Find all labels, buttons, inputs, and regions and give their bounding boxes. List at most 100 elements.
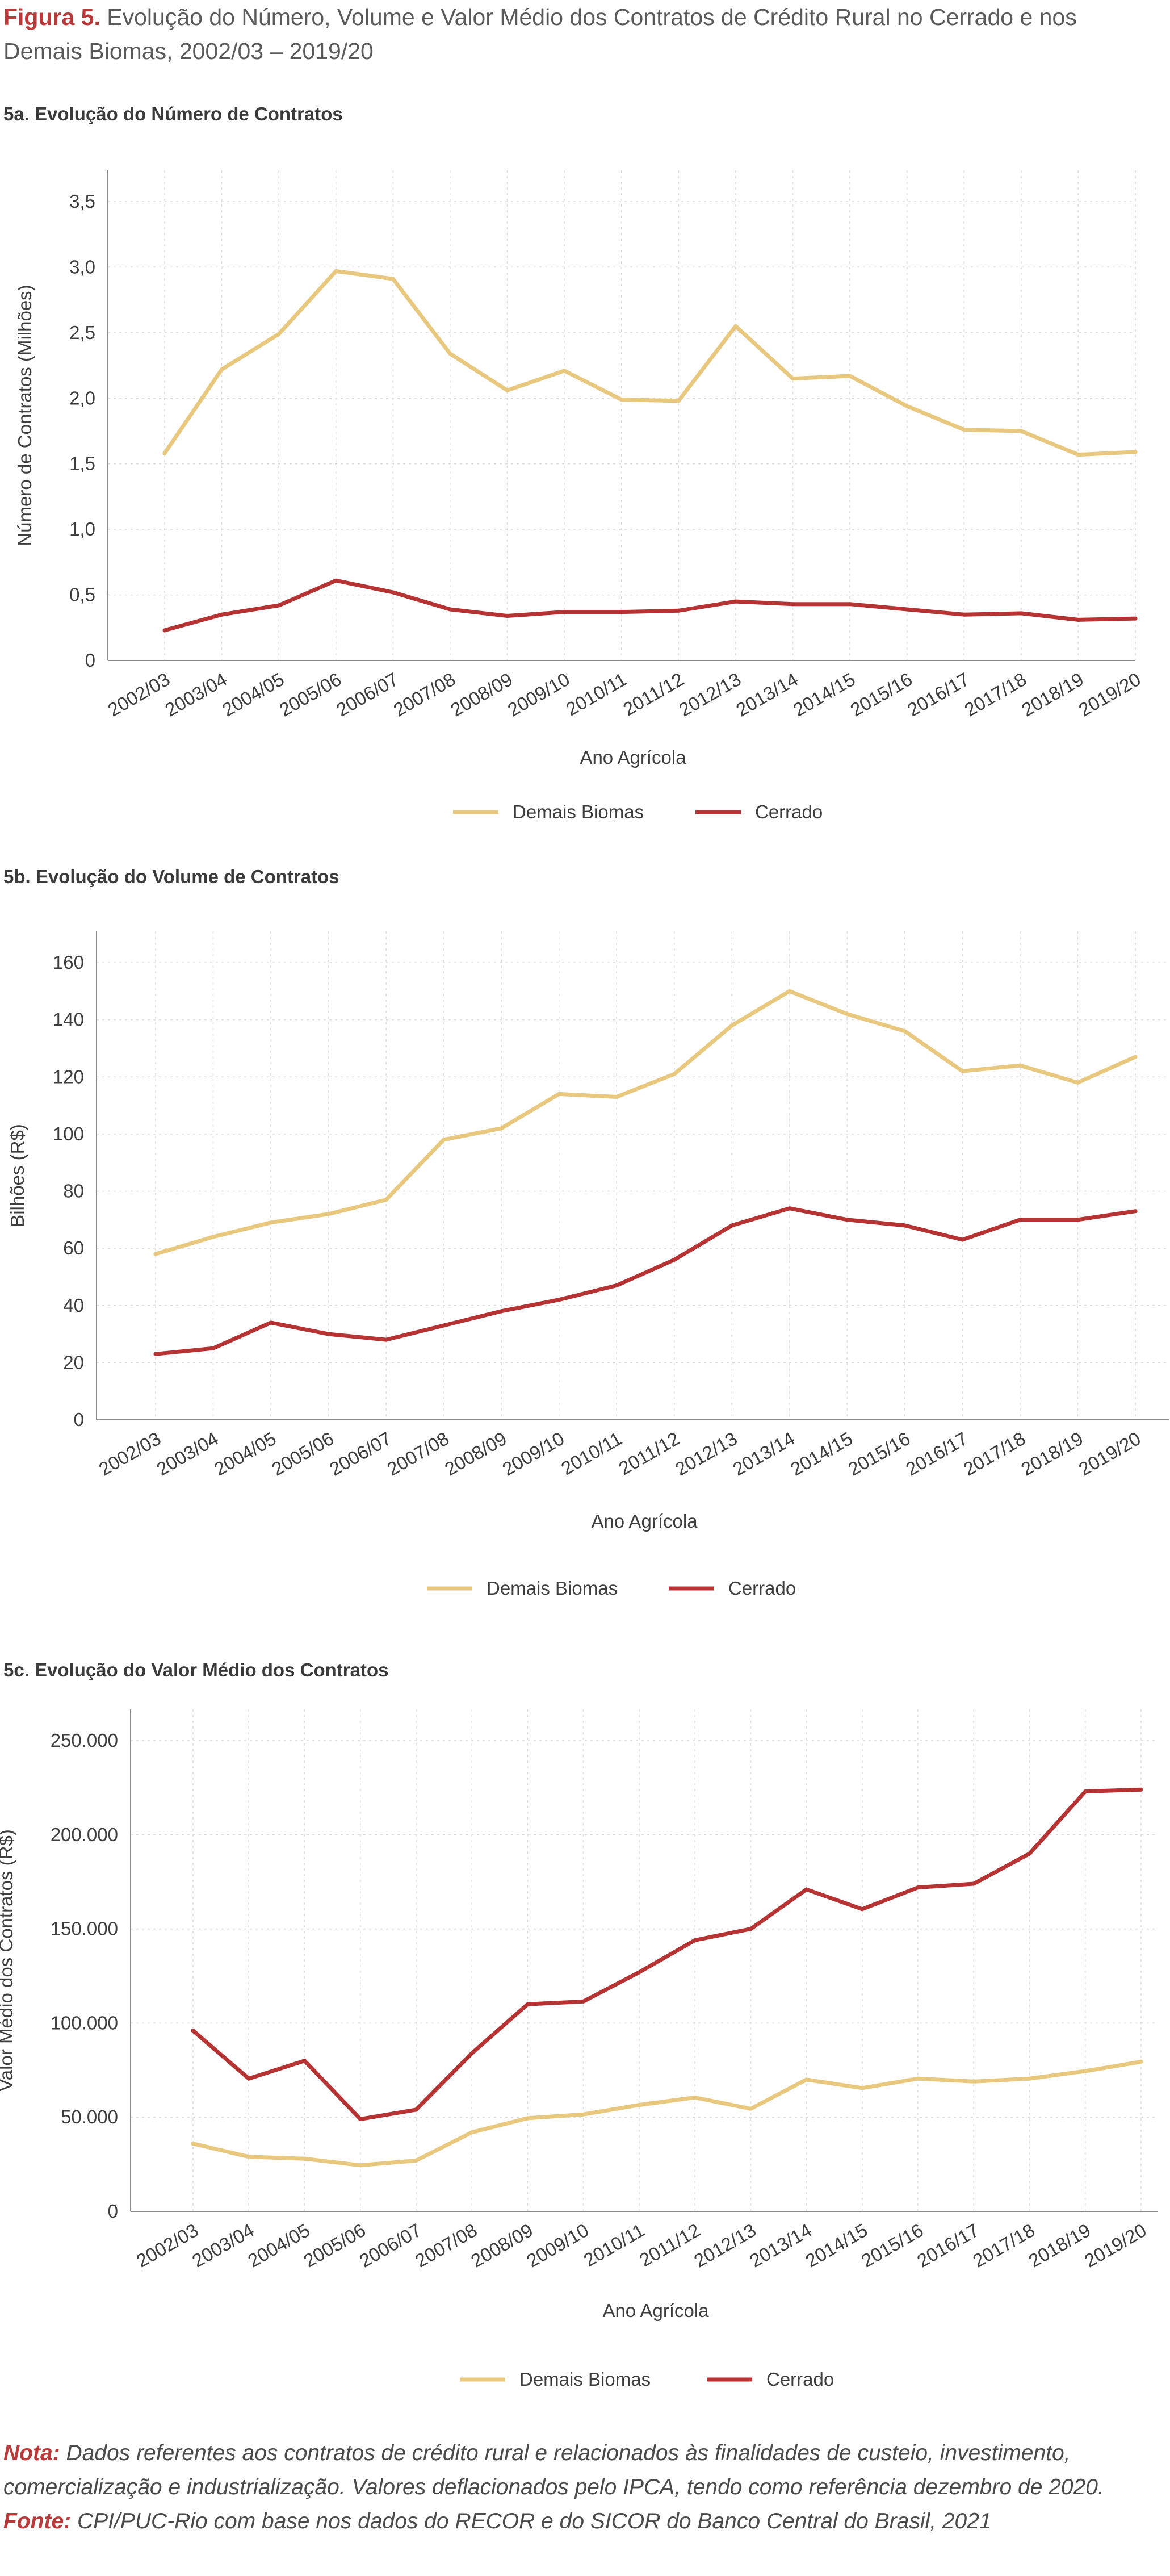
data-point-cerrado (1133, 1209, 1138, 1214)
data-point-demais-biomas (637, 2103, 641, 2107)
data-point-demais-biomas (499, 1126, 504, 1131)
data-point-demais-biomas (804, 2077, 809, 2082)
data-point-cerrado (562, 610, 567, 614)
data-point-demais-biomas (557, 1092, 561, 1096)
legend-label-cerrado: Cerrado (755, 801, 823, 822)
series-line-cerrado (153, 1206, 1138, 1356)
data-point-demais-biomas (1018, 1063, 1022, 1068)
data-point-cerrado (499, 1309, 504, 1314)
x-tick-label: 2019/20 (1081, 2219, 1150, 2272)
data-point-cerrado (804, 1887, 809, 1892)
y-tick-label: 160 (53, 952, 84, 973)
data-point-cerrado (326, 1332, 331, 1336)
data-point-cerrado (469, 2051, 474, 2055)
data-point-cerrado (442, 1323, 446, 1328)
legend-label-demais-biomas: Demais Biomas (487, 1578, 618, 1599)
data-point-demais-biomas (960, 1069, 964, 1073)
data-point-demais-biomas (391, 277, 395, 281)
figure-title-text: Evolução do Número, Volume e Valor Médio… (3, 4, 1077, 64)
data-point-cerrado (557, 1298, 561, 1302)
x-tick-label: 2017/18 (969, 2219, 1038, 2272)
legend-label-cerrado: Cerrado (766, 2369, 834, 2390)
data-point-demais-biomas (581, 2112, 586, 2117)
y-axis-label: Número de Contratos (Milhões) (14, 285, 35, 546)
data-point-cerrado (358, 2117, 363, 2122)
data-point-demais-biomas (971, 2079, 976, 2084)
data-point-cerrado (162, 628, 167, 633)
data-point-demais-biomas (269, 1220, 273, 1225)
data-point-cerrado (414, 2107, 418, 2112)
data-point-demais-biomas (1076, 453, 1080, 457)
y-tick-label: 3,5 (69, 191, 95, 212)
y-tick-label: 40 (63, 1295, 84, 1316)
x-tick-label: 2008/09 (467, 2219, 536, 2272)
x-tick-label: 2006/07 (356, 2219, 425, 2272)
data-point-cerrado (614, 1283, 619, 1288)
data-point-demais-biomas (246, 2155, 251, 2159)
nota-line: Nota: Dados referentes aos contratos de … (3, 2436, 1161, 2504)
data-point-demais-biomas (1083, 2069, 1088, 2073)
data-point-demais-biomas (676, 399, 681, 403)
nota-label: Nota: (3, 2441, 60, 2465)
data-point-cerrado (302, 2059, 307, 2063)
data-point-demais-biomas (562, 369, 567, 373)
data-point-cerrado (672, 1257, 677, 1262)
data-point-demais-biomas (1075, 1080, 1080, 1085)
data-point-demais-biomas (903, 1029, 907, 1034)
data-point-demais-biomas (414, 2158, 418, 2163)
x-tick-label: 2015/16 (858, 2219, 927, 2272)
data-point-cerrado (334, 578, 338, 583)
data-point-cerrado (211, 1346, 216, 1350)
y-tick-label: 250.000 (51, 1730, 118, 1751)
data-point-cerrado (1019, 611, 1024, 616)
y-tick-label: 150.000 (51, 1918, 118, 1939)
y-axis-label: Valor Médio dos Contratos (R$) (0, 1829, 16, 2092)
chart-c-title: 5c. Evolução do Valor Médio dos Contrato… (3, 1659, 389, 1680)
data-point-cerrado (903, 1223, 907, 1228)
data-point-demais-biomas (442, 1138, 446, 1142)
data-point-cerrado (905, 607, 909, 612)
data-point-cerrado (971, 1881, 976, 1886)
data-point-cerrado (693, 1938, 697, 1942)
data-point-demais-biomas (693, 2095, 697, 2100)
data-point-demais-biomas (916, 2076, 920, 2081)
y-tick-label: 0 (74, 1409, 84, 1430)
figure-notes: Nota: Dados referentes aos contratos de … (3, 2436, 1161, 2539)
data-point-demais-biomas (1028, 2076, 1032, 2081)
data-point-cerrado (384, 1337, 388, 1342)
x-tick-label: 2016/17 (913, 2219, 983, 2272)
fonte-text: CPI/PUC-Rio com base nos dados do RECOR … (77, 2509, 992, 2533)
data-point-cerrado (787, 1206, 792, 1211)
nota-text: Dados referentes aos contratos de crédit… (3, 2441, 1104, 2499)
data-point-demais-biomas (191, 2142, 195, 2146)
data-point-demais-biomas (1133, 450, 1138, 454)
x-tick-label: 2007/08 (412, 2219, 481, 2272)
data-point-cerrado (1075, 1218, 1080, 1222)
legend-label-cerrado: Cerrado (728, 1578, 796, 1599)
x-tick-label: 2011/12 (636, 2219, 704, 2270)
series-line-demais-biomas (162, 269, 1138, 457)
y-tick-label: 3,0 (69, 256, 95, 277)
data-point-demais-biomas (276, 332, 281, 336)
y-tick-label: 0 (85, 650, 95, 671)
data-point-cerrado (1133, 616, 1138, 621)
data-point-cerrado (845, 1218, 849, 1222)
data-point-cerrado (1018, 1218, 1022, 1222)
chart-b-title: 5b. Evolução do Volume de Contratos (3, 866, 339, 887)
data-point-demais-biomas (525, 2116, 530, 2121)
data-point-demais-biomas (326, 1212, 331, 1216)
x-tick-label: 2010/11 (580, 2219, 648, 2270)
data-point-cerrado (505, 614, 510, 618)
data-point-cerrado (1139, 1787, 1143, 1792)
fonte-label: Fonte: (3, 2509, 72, 2533)
series-line-cerrado (162, 578, 1138, 633)
data-point-cerrado (729, 1223, 734, 1228)
chart-2-group: 0 50.000 100.000 150.000 200.000 250.000 2002/… (0, 1709, 1158, 2390)
legend-label-demais-biomas: Demais Biomas (519, 2369, 651, 2390)
data-point-demais-biomas (162, 451, 167, 455)
data-point-demais-biomas (905, 404, 909, 408)
x-axis-label: Ano Agrícola (591, 1511, 698, 1532)
y-tick-label: 1,5 (69, 453, 95, 474)
y-tick-label: 50.000 (61, 2106, 118, 2127)
